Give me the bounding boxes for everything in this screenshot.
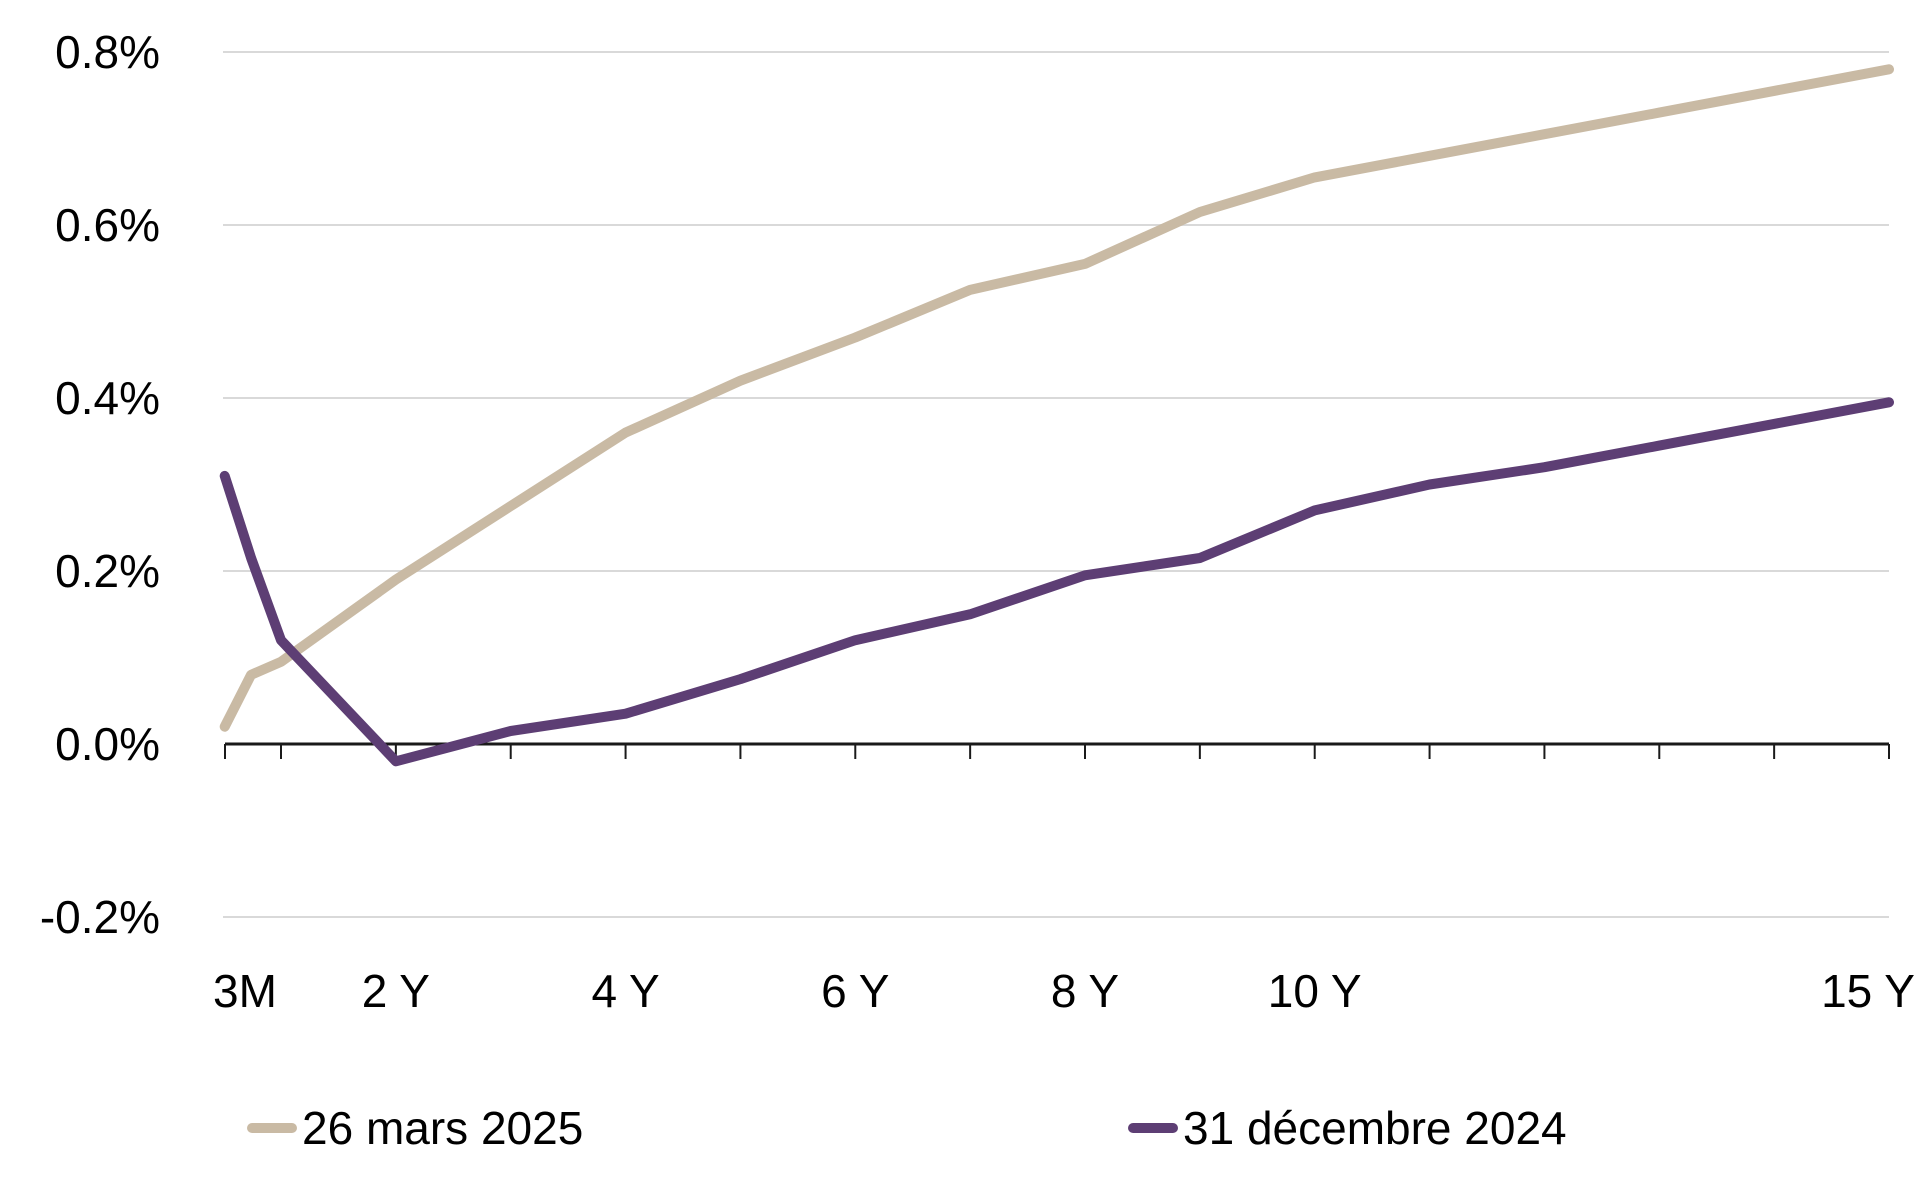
legend-item-26-mars-2025: 26 mars 2025 [247, 1102, 583, 1154]
y-axis-tick-label: 0.4% [55, 372, 160, 424]
y-axis-tick-label: 0.8% [55, 26, 160, 78]
x-axis-tick-label: 10 Y [1267, 965, 1362, 1017]
x-axis-tick-label: 3M [213, 965, 277, 1017]
y-axis-tick-label: 0.0% [55, 718, 160, 770]
y-axis-tick-label: -0.2% [39, 891, 160, 943]
legend-label: 26 mars 2025 [302, 1102, 584, 1154]
x-axis-tick-label: 2 Y [361, 965, 430, 1017]
legend-label: 31 décembre 2024 [1183, 1102, 1567, 1154]
series-line-26-mars-2025 [219, 64, 1894, 732]
legend-item-31-decembre-2024: 31 décembre 2024 [1128, 1102, 1567, 1154]
series-line-marker-icon [247, 1123, 297, 1133]
y-axis-tick-label: 0.2% [55, 545, 160, 597]
series-line-marker-icon [1128, 1123, 1178, 1133]
x-axis-tick-label: 4 Y [591, 965, 660, 1017]
x-axis-tick-label: 8 Y [1050, 965, 1120, 1017]
x-axis-tick-label: 15 Y [1821, 965, 1915, 1017]
x-axis-tick-label: 6 Y [821, 965, 890, 1017]
y-axis-tick-label: 0.6% [55, 199, 160, 251]
series-line-31-décembre-2024 [219, 397, 1894, 767]
